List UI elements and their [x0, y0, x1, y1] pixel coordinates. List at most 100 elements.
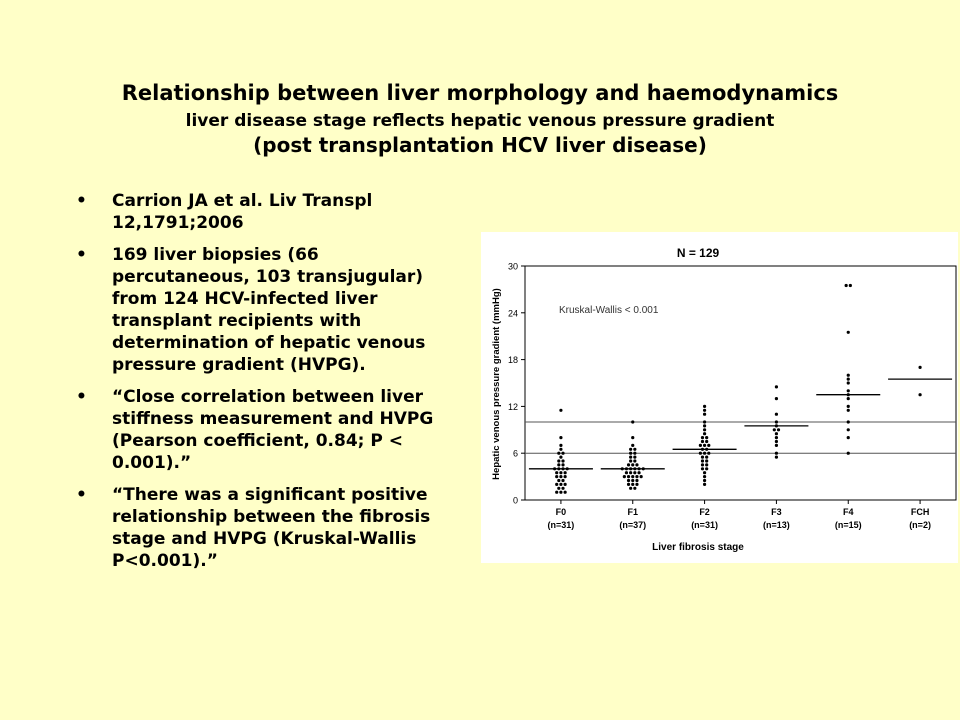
chart-title: N = 129 [677, 246, 720, 260]
data-point [846, 420, 850, 424]
data-point [561, 451, 565, 455]
category-n-label: (n=2) [909, 520, 931, 530]
bullet-item: • “There was a significant positive rela… [76, 484, 456, 572]
data-point [846, 381, 850, 385]
data-point [629, 455, 633, 459]
bullet-text: “Close correlation between liver stiffne… [112, 387, 434, 473]
data-point [774, 451, 779, 455]
data-point [626, 478, 631, 483]
data-point [707, 443, 711, 447]
data-point [700, 463, 705, 467]
data-point [631, 475, 635, 479]
data-point [563, 475, 567, 479]
data-point [846, 373, 850, 377]
bullet-text: 169 liver biopsies (66 percutaneous, 103… [112, 245, 426, 375]
data-point [555, 471, 559, 475]
data-point [559, 455, 563, 459]
data-point [633, 459, 637, 463]
bullet-text: “There was a significant positive relati… [112, 485, 431, 571]
slide-title: Relationship between liver morphology an… [121, 81, 839, 105]
hvpg-chart: N = 129 Kruskal-Wallis < 0.001 Hepatic v… [481, 232, 958, 563]
data-point [631, 436, 635, 440]
data-point [774, 420, 779, 424]
data-point [774, 439, 779, 444]
bullet-dot-icon: • [76, 245, 87, 265]
data-point [626, 482, 631, 486]
data-point [846, 397, 850, 401]
data-point [631, 482, 635, 486]
data-point [561, 459, 565, 463]
bullet-dot-icon: • [76, 485, 87, 505]
data-point [633, 486, 637, 490]
data-point [637, 471, 641, 475]
data-point [846, 377, 850, 381]
data-point [702, 451, 707, 455]
x-axis-label: Liver fibrosis stage [652, 542, 744, 553]
y-tick-label: 6 [513, 449, 518, 459]
data-point [559, 471, 563, 475]
data-point [631, 443, 635, 447]
data-point [774, 432, 779, 436]
data-point [555, 475, 559, 479]
plot-frame [524, 265, 957, 501]
x-tick-label: F1 [627, 507, 638, 517]
data-point [844, 283, 848, 288]
data-point [631, 478, 635, 483]
data-point [774, 412, 779, 416]
data-point [700, 439, 705, 444]
category-n-label: (n=15) [835, 520, 862, 530]
category-n-label: (n=31) [548, 520, 575, 530]
data-point [702, 443, 707, 447]
data-point [848, 283, 852, 288]
data-point [774, 397, 779, 401]
data-point [633, 451, 637, 455]
data-point [702, 420, 707, 424]
data-point [772, 428, 776, 432]
data-point [705, 459, 709, 463]
chart-annotation: Kruskal-Wallis < 0.001 [559, 305, 659, 316]
data-point [702, 424, 707, 428]
data-point [624, 471, 629, 475]
data-point [629, 459, 633, 463]
data-point [702, 478, 707, 483]
data-point [700, 455, 705, 459]
data-point [705, 455, 709, 459]
data-point [705, 436, 709, 440]
data-point [702, 471, 707, 475]
slide-subtitle-paren: (post transplantation HCV liver disease) [253, 133, 707, 157]
slide-subtitle: liver disease stage reflects hepatic ven… [185, 111, 775, 131]
data-point [563, 482, 567, 486]
data-point [557, 486, 561, 490]
data-point [774, 455, 779, 459]
data-point [846, 330, 850, 334]
bullet-item: • “Close correlation between liver stiff… [76, 386, 456, 474]
data-point [918, 365, 922, 369]
data-point [918, 393, 922, 397]
data-point [626, 475, 631, 479]
bullet-text: Carrion JA et al. Liv Transpl 12,1791;20… [112, 191, 373, 233]
data-point [563, 490, 567, 494]
data-point [846, 404, 850, 408]
data-point [561, 478, 565, 483]
data-point [700, 436, 705, 440]
data-point [559, 482, 563, 486]
bullet-item: • Carrion JA et al. Liv Transpl 12,1791;… [76, 190, 456, 234]
data-point [846, 436, 850, 440]
y-tick-label: 18 [508, 355, 518, 365]
data-point [629, 471, 633, 475]
data-point [698, 451, 702, 455]
bullet-list: • Carrion JA et al. Liv Transpl 12,1791;… [76, 190, 456, 582]
x-tick-label: F0 [556, 507, 567, 517]
data-point [700, 467, 705, 471]
bullet-dot-icon: • [76, 387, 87, 407]
data-point [705, 467, 709, 471]
x-tick-label: F3 [771, 507, 782, 517]
category-n-label: (n=37) [619, 520, 646, 530]
data-point [559, 443, 563, 447]
data-point [557, 463, 561, 467]
data-point [705, 439, 709, 444]
data-point [561, 486, 565, 490]
data-point [846, 408, 850, 412]
data-point [702, 408, 707, 412]
y-tick-label: 12 [508, 402, 518, 412]
